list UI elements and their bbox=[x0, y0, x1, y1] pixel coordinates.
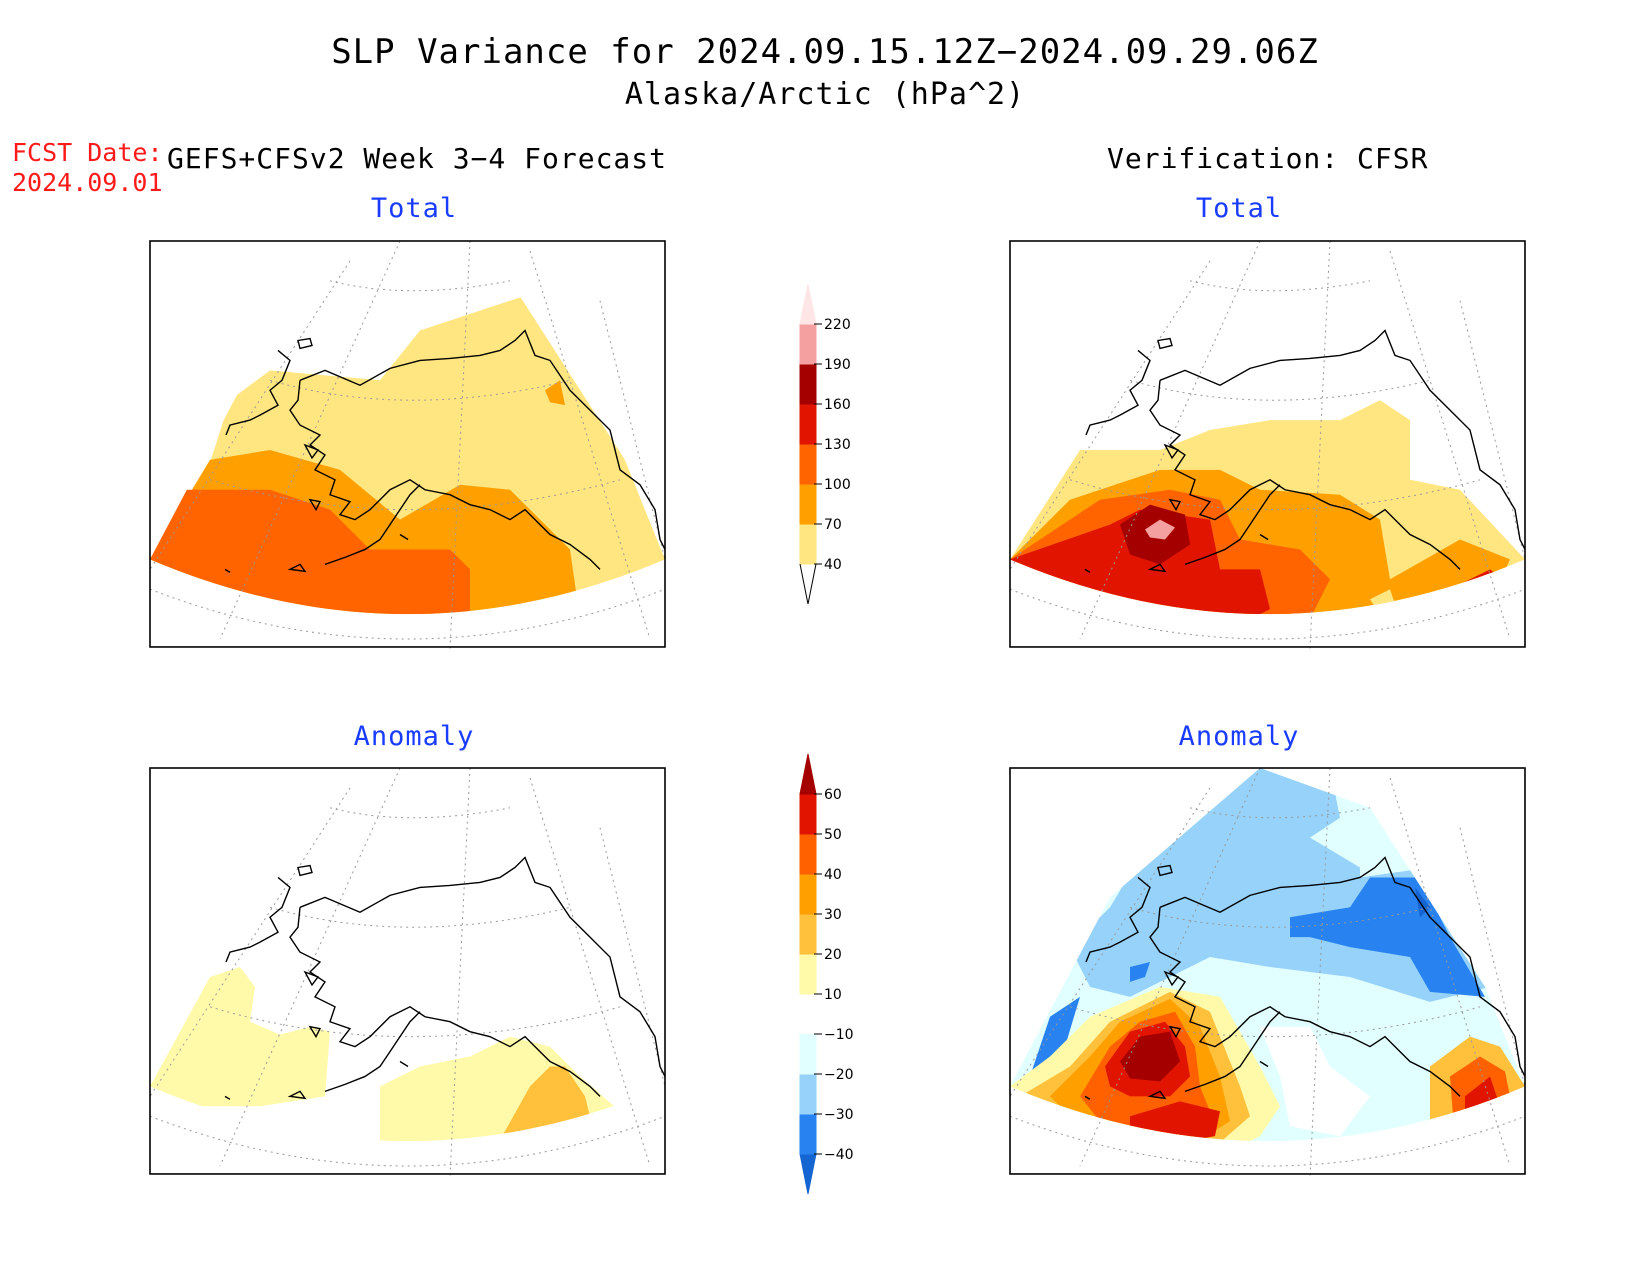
fcst-total-title: Total bbox=[370, 193, 458, 224]
colorbar-anomaly-segment bbox=[799, 1033, 817, 1075]
figure-title: SLP Variance for 2024.09.15.12Z−2024.09.… bbox=[331, 32, 1319, 72]
verification-header: Verification: CFSR bbox=[1107, 142, 1429, 175]
colorbar-anomaly-label: 40 bbox=[824, 867, 842, 883]
colorbar-anomaly-label: 30 bbox=[824, 907, 842, 923]
colorbar-total: 40 70 100 130 160 190 220 bbox=[799, 283, 851, 605]
colorbar-anomaly-segment bbox=[799, 753, 817, 795]
colorbar-total-segment bbox=[799, 323, 817, 365]
colorbar-anomaly-label: 10 bbox=[824, 987, 842, 1003]
colorbar-anomaly-label: 50 bbox=[824, 827, 842, 843]
colorbar-total-segment bbox=[799, 283, 817, 325]
fcst-date-value: 2024.09.01 bbox=[12, 168, 163, 197]
colorbar-total-label: 220 bbox=[824, 317, 851, 333]
colorbar-total-label: 100 bbox=[824, 477, 851, 493]
forecast-header: GEFS+CFSv2 Week 3−4 Forecast bbox=[167, 142, 668, 175]
verif-anomaly-title: Anomaly bbox=[1178, 721, 1300, 752]
colorbar-anomaly-segment bbox=[799, 913, 817, 955]
colorbar-anomaly-label: −20 bbox=[824, 1067, 854, 1083]
colorbar-anomaly-segment bbox=[799, 1113, 817, 1155]
colorbar-anomaly-label: −40 bbox=[824, 1147, 854, 1163]
colorbar-anomaly-segment bbox=[799, 793, 817, 835]
colorbar-total-segment bbox=[800, 564, 816, 604]
colorbar-anomaly-label: 20 bbox=[824, 947, 842, 963]
colorbar-anomaly-label: −10 bbox=[824, 1027, 854, 1043]
fcst-date-label: FCST Date: bbox=[12, 138, 163, 167]
colorbar-anomaly-segment bbox=[799, 953, 817, 995]
figure-subtitle: Alaska/Arctic (hPa^2) bbox=[624, 77, 1026, 112]
colorbar-total-segment bbox=[799, 403, 817, 445]
colorbar-total-segment bbox=[799, 363, 817, 405]
colorbar-anomaly: −40 −30 −20 −10 10 20 30 40 50 60 bbox=[799, 753, 854, 1195]
colorbar-total-segment bbox=[799, 523, 817, 565]
colorbar-anomaly-label: −30 bbox=[824, 1107, 854, 1123]
colorbar-anomaly-segment bbox=[799, 833, 817, 875]
colorbar-total-label: 190 bbox=[824, 357, 851, 373]
map-panel-fcst-anomaly bbox=[149, 767, 666, 1176]
colorbar-anomaly-label: 60 bbox=[824, 787, 842, 803]
colorbar-anomaly-segment bbox=[799, 1073, 817, 1115]
colorbar-total-segment bbox=[799, 443, 817, 485]
colorbar-anomaly-segment bbox=[799, 1153, 817, 1195]
map-panel-verif-total bbox=[1009, 240, 1526, 649]
map-panel-fcst-total bbox=[149, 240, 666, 649]
colorbar-total-label: 130 bbox=[824, 437, 851, 453]
map-panel-verif-anomaly bbox=[1009, 767, 1526, 1176]
colorbar-total-segment bbox=[799, 483, 817, 525]
colorbar-total-label: 40 bbox=[824, 557, 842, 573]
colorbar-total-outline bbox=[799, 563, 817, 605]
colorbar-total-label: 160 bbox=[824, 397, 851, 413]
fcst-anomaly-title: Anomaly bbox=[353, 721, 475, 752]
colorbar-total-label: 70 bbox=[824, 517, 842, 533]
colorbar-anomaly-segment bbox=[800, 994, 816, 1034]
verif-total-title: Total bbox=[1195, 193, 1283, 224]
colorbar-anomaly-segment bbox=[799, 873, 817, 915]
